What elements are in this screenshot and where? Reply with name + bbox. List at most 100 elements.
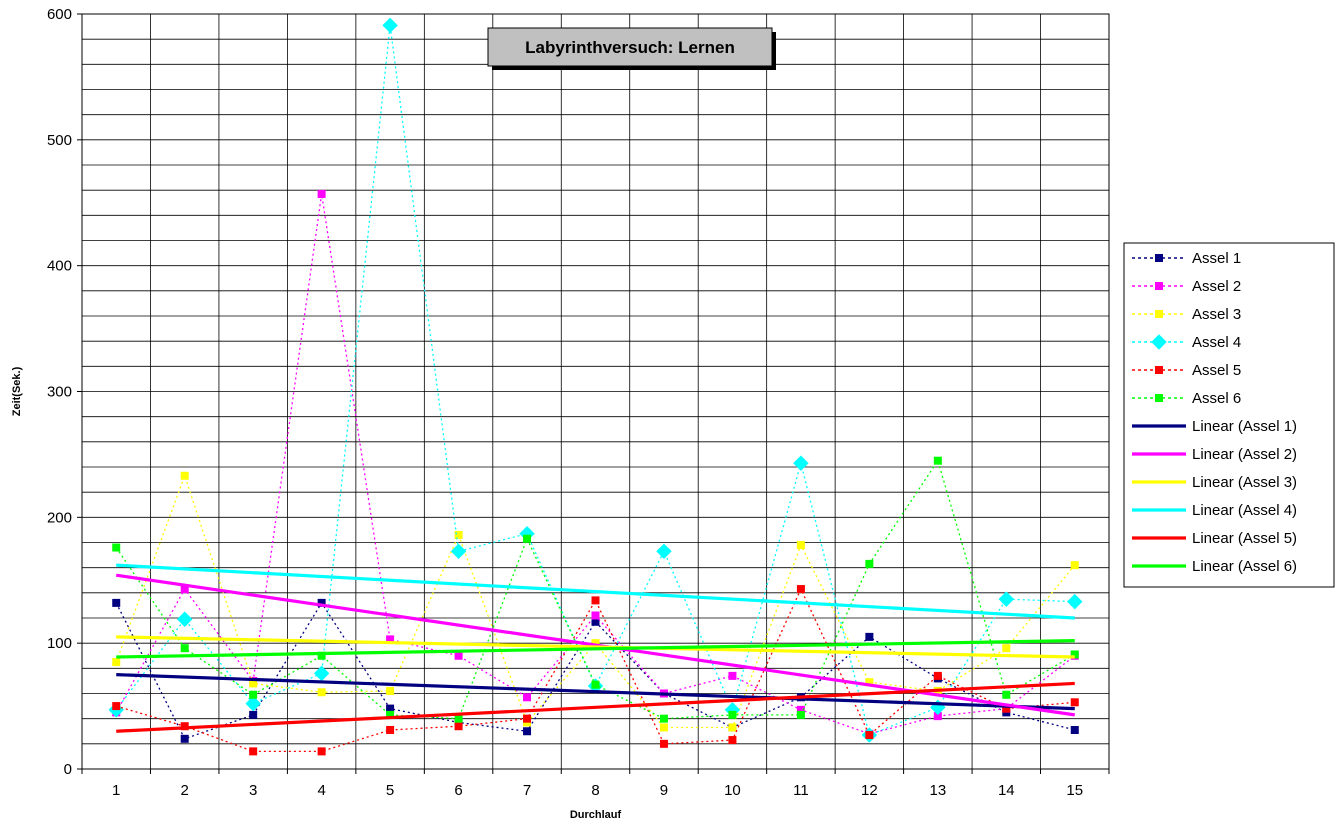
x-tick-label: 6: [454, 782, 462, 799]
data-point: [865, 731, 874, 740]
trendline: [116, 673, 1075, 711]
trendline-linear-assel-3: [116, 635, 1075, 659]
data-point: [112, 658, 121, 667]
data-point: [656, 543, 672, 560]
data-point: [1155, 282, 1163, 290]
data-point: [865, 632, 874, 641]
legend-label: Assel 2: [1192, 278, 1241, 295]
data-point: [454, 722, 463, 731]
series-assel-6: [112, 456, 1079, 723]
chart-title: Labyrinthversuch: Lernen: [525, 38, 735, 57]
legend-label: Linear (Assel 3): [1192, 474, 1297, 491]
trendline: [116, 563, 1075, 620]
legend-item: Linear (Assel 4): [1132, 502, 1297, 519]
y-tick-label: 0: [64, 761, 72, 778]
data-point: [1155, 394, 1163, 402]
data-point: [176, 611, 193, 627]
legend-item: Assel 1: [1132, 250, 1241, 267]
trendline: [116, 639, 1075, 659]
series-assel-4: [108, 17, 1083, 743]
data-point: [249, 710, 258, 719]
data-point: [933, 671, 942, 680]
data-point: [112, 543, 121, 552]
y-tick-label: 100: [47, 635, 72, 652]
x-tick-label: 2: [181, 782, 189, 799]
data-point: [1155, 366, 1163, 374]
trendline-linear-assel-6: [116, 639, 1075, 659]
data-point: [659, 739, 668, 748]
trendline-linear-assel-2: [116, 573, 1075, 717]
y-tick-label: 300: [47, 384, 72, 401]
legend-label: Linear (Assel 1): [1192, 418, 1297, 435]
legend-label: Assel 1: [1192, 250, 1241, 267]
legend-label: Assel 6: [1192, 390, 1241, 407]
data-point: [728, 710, 737, 719]
data-point: [728, 723, 737, 732]
legend-item: Linear (Assel 6): [1132, 558, 1297, 575]
legend-label: Linear (Assel 6): [1192, 558, 1297, 575]
x-tick-label: 4: [317, 782, 325, 799]
data-point: [245, 695, 261, 712]
x-tick-label: 15: [1066, 782, 1083, 799]
data-point: [180, 471, 189, 480]
data-point: [112, 702, 121, 711]
x-tick-label: 7: [523, 782, 531, 799]
legend-item: Assel 6: [1132, 390, 1241, 407]
trendline: [116, 635, 1075, 659]
data-point: [1070, 698, 1079, 707]
legend-item: Linear (Assel 1): [1132, 418, 1297, 435]
data-point: [523, 693, 532, 702]
data-point: [386, 725, 395, 734]
data-point: [386, 686, 395, 695]
legend-label: Assel 4: [1192, 334, 1241, 351]
data-point: [728, 736, 737, 745]
data-point: [317, 688, 326, 697]
legend-label: Linear (Assel 4): [1192, 502, 1297, 519]
data-point: [454, 714, 463, 723]
data-point: [249, 690, 258, 699]
y-tick-label: 500: [47, 132, 72, 149]
data-point: [796, 585, 805, 594]
x-tick-label: 9: [660, 782, 668, 799]
y-axis-title: Zeit(Sek.): [11, 366, 23, 416]
x-tick-label: 5: [386, 782, 394, 799]
trendline: [116, 681, 1075, 733]
series-line: [115, 601, 1075, 740]
series-line: [115, 473, 1076, 729]
x-tick-label: 3: [249, 782, 257, 799]
data-point: [523, 727, 532, 736]
x-tick-label: 13: [929, 782, 946, 799]
y-tick-label: 400: [47, 258, 72, 275]
data-point: [796, 710, 805, 719]
legend-item: Assel 4: [1132, 334, 1241, 351]
data-point: [523, 714, 532, 723]
title-box: Labyrinthversuch: Lernen: [487, 27, 776, 70]
x-axis-title: Durchlauf: [570, 809, 622, 821]
data-point: [933, 456, 942, 465]
legend-item: Linear (Assel 3): [1132, 474, 1297, 491]
data-point: [1002, 690, 1011, 699]
data-point: [1002, 644, 1011, 653]
data-point: [317, 747, 326, 756]
x-tick-label: 14: [998, 782, 1015, 799]
data-point: [1155, 310, 1163, 318]
data-point: [998, 591, 1015, 607]
data-point: [112, 598, 121, 607]
legend-item: Linear (Assel 2): [1132, 446, 1297, 463]
y-tick-label: 600: [47, 6, 72, 23]
legend-box: [1123, 242, 1335, 588]
data-point: [728, 671, 737, 680]
legend-label: Assel 5: [1192, 362, 1241, 379]
legend-item: Assel 5: [1132, 362, 1241, 379]
data-point: [180, 734, 189, 743]
y-tick-label: 200: [47, 509, 72, 526]
series-assel-1: [112, 598, 1079, 743]
trendline-linear-assel-5: [116, 681, 1075, 733]
data-point: [249, 747, 258, 756]
data-point: [1070, 650, 1079, 659]
data-point: [1151, 334, 1167, 350]
series-layer: [108, 17, 1083, 756]
x-tick-label: 1: [112, 782, 120, 799]
